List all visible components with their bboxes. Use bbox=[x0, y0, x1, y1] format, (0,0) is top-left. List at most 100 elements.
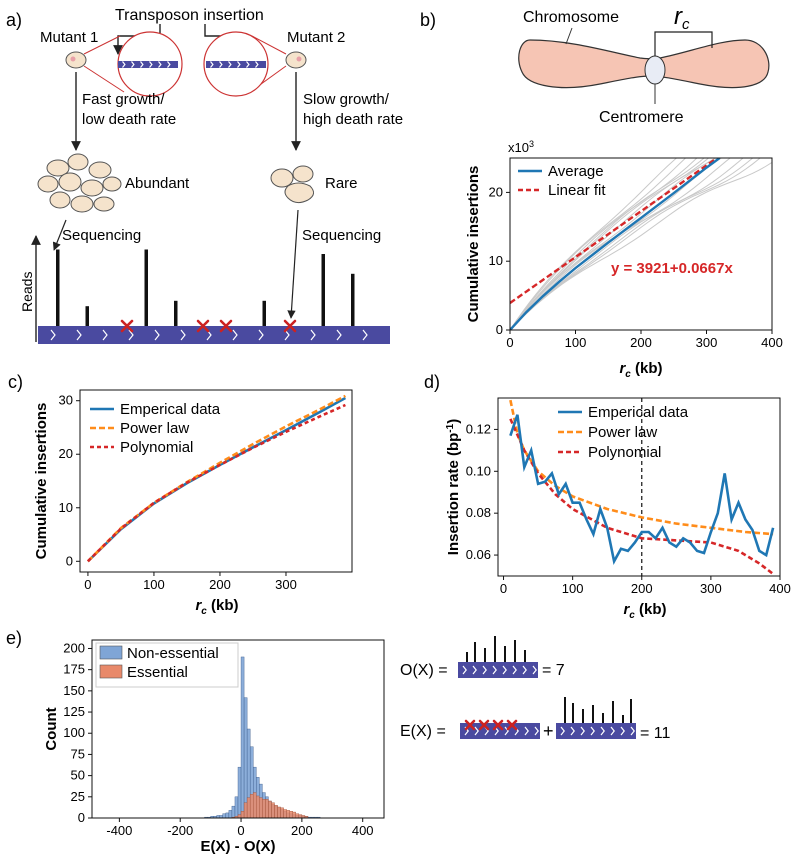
chevron-mark bbox=[570, 726, 575, 736]
rc-symbol: rc bbox=[674, 3, 690, 33]
ox-read-bars bbox=[466, 636, 526, 662]
axes-frame bbox=[497, 397, 781, 577]
legend-entry: Linear fit bbox=[548, 182, 606, 199]
histogram-bar bbox=[237, 766, 242, 819]
x-tick-label: 0 bbox=[506, 335, 513, 350]
legend-entry: Emperical data bbox=[588, 404, 689, 421]
y-tick-label: 25 bbox=[71, 789, 85, 804]
y-axis-label: Insertion rate (bp-1) bbox=[445, 419, 462, 555]
chevron-mark bbox=[237, 61, 241, 68]
sample-curve bbox=[510, 158, 705, 330]
histogram-bar bbox=[283, 809, 287, 819]
histogram-bar bbox=[240, 811, 245, 819]
gap-cross bbox=[219, 319, 233, 333]
fast-growth-label-2: low death rate bbox=[82, 111, 176, 128]
histogram-bar bbox=[243, 697, 248, 819]
ex-genome-nonessential bbox=[556, 723, 636, 739]
histogram-bar bbox=[222, 813, 227, 819]
chevron-mark bbox=[258, 329, 264, 341]
chevron-mark bbox=[482, 665, 487, 675]
chevron-mark bbox=[158, 61, 162, 68]
panel-label-d: d) bbox=[424, 372, 440, 392]
transposon-title: Transposon insertion bbox=[115, 7, 264, 24]
chevron-mark bbox=[620, 726, 625, 736]
abundant-label: Abundant bbox=[125, 175, 190, 192]
chevron-mark bbox=[50, 329, 56, 341]
x-tick-label: 400 bbox=[769, 581, 791, 596]
sequencing-arrow-left bbox=[52, 219, 67, 251]
read-bar bbox=[262, 300, 266, 326]
genome-chevrons bbox=[50, 61, 368, 341]
read-bar bbox=[602, 713, 604, 723]
legend-entry: Average bbox=[548, 163, 604, 180]
read-bar bbox=[612, 701, 614, 723]
panel-label-a: a) bbox=[6, 10, 22, 30]
y-tick-label: 0 bbox=[496, 322, 503, 337]
histogram-bar bbox=[262, 799, 266, 819]
sample-curve bbox=[510, 158, 754, 330]
y-tick-label: 0.10 bbox=[466, 463, 491, 478]
histogram-bar bbox=[271, 802, 275, 819]
histogram-bar bbox=[259, 797, 263, 819]
read-bar bbox=[524, 650, 526, 662]
sample-curve bbox=[510, 158, 710, 330]
x-tick-label: 200 bbox=[209, 577, 231, 592]
ex-crosses bbox=[464, 719, 518, 731]
read-bars bbox=[56, 249, 355, 326]
mutant2-label: Mutant 2 bbox=[287, 29, 345, 46]
legend-swatch bbox=[99, 645, 123, 660]
read-bar bbox=[504, 646, 506, 662]
mutant2-zoom-genome bbox=[206, 61, 266, 68]
y-tick-label: 175 bbox=[63, 662, 85, 677]
chevron-mark bbox=[524, 726, 529, 736]
average-line bbox=[510, 158, 721, 330]
centromere-shape bbox=[644, 55, 666, 85]
chevron-mark bbox=[284, 329, 290, 341]
y-tick-label: 75 bbox=[71, 746, 85, 761]
y-tick-label: 50 bbox=[71, 768, 85, 783]
read-bar bbox=[572, 703, 574, 723]
x-axis-label: rc (kb) bbox=[623, 601, 666, 621]
chevron-mark bbox=[210, 61, 214, 68]
chevron-mark bbox=[140, 61, 144, 68]
ex-plus: + bbox=[543, 721, 554, 741]
chevron-mark bbox=[228, 61, 232, 68]
chevron-mark bbox=[610, 726, 615, 736]
panel-b: b) Chromosome rc Centromere bbox=[420, 3, 770, 126]
panel-e-schematic: O(X) = = 7 E(X) = + = 11 bbox=[400, 636, 671, 742]
series-group bbox=[509, 398, 775, 576]
panel-a: a) Transposon insertion Mutant 1 Mutant … bbox=[6, 7, 403, 344]
read-bar bbox=[56, 249, 60, 326]
histogram-bar bbox=[253, 792, 257, 819]
zoom-line bbox=[251, 35, 287, 55]
legend-entry: Emperical data bbox=[120, 401, 221, 418]
read-bar bbox=[630, 699, 632, 723]
x-tick-label: -400 bbox=[106, 823, 132, 838]
histogram-bar bbox=[225, 812, 230, 819]
read-bar bbox=[466, 652, 468, 662]
panel-label-c: c) bbox=[8, 372, 23, 392]
x-tick-label: 400 bbox=[761, 335, 783, 350]
gap-cross bbox=[120, 319, 134, 333]
chevron-mark bbox=[255, 61, 259, 68]
y-tick-label: 0.12 bbox=[466, 421, 491, 436]
y-tick-label: 150 bbox=[63, 683, 85, 698]
histogram-bar bbox=[231, 805, 236, 819]
sample-curve bbox=[510, 158, 687, 330]
rc-bracket bbox=[654, 31, 713, 56]
ex-chevrons-nonessential bbox=[560, 726, 635, 736]
histogram-bar bbox=[286, 810, 290, 819]
chevron-mark bbox=[246, 61, 250, 68]
sample-curve bbox=[510, 161, 772, 330]
y-tick-label: 100 bbox=[63, 725, 85, 740]
x-axis-label: rc (kb) bbox=[619, 360, 662, 380]
x-tick-label: 0 bbox=[500, 581, 507, 596]
chevron-mark bbox=[122, 61, 126, 68]
multiplier-label: x103 bbox=[508, 139, 534, 155]
chevron-mark bbox=[534, 726, 539, 736]
ox-label: O(X) = bbox=[400, 662, 448, 679]
mutant1-zoom-genome bbox=[118, 61, 178, 68]
y-tick-label: 0.06 bbox=[466, 547, 491, 562]
y-tick-label: 0.08 bbox=[466, 505, 491, 520]
x-tick-label: 300 bbox=[700, 581, 722, 596]
